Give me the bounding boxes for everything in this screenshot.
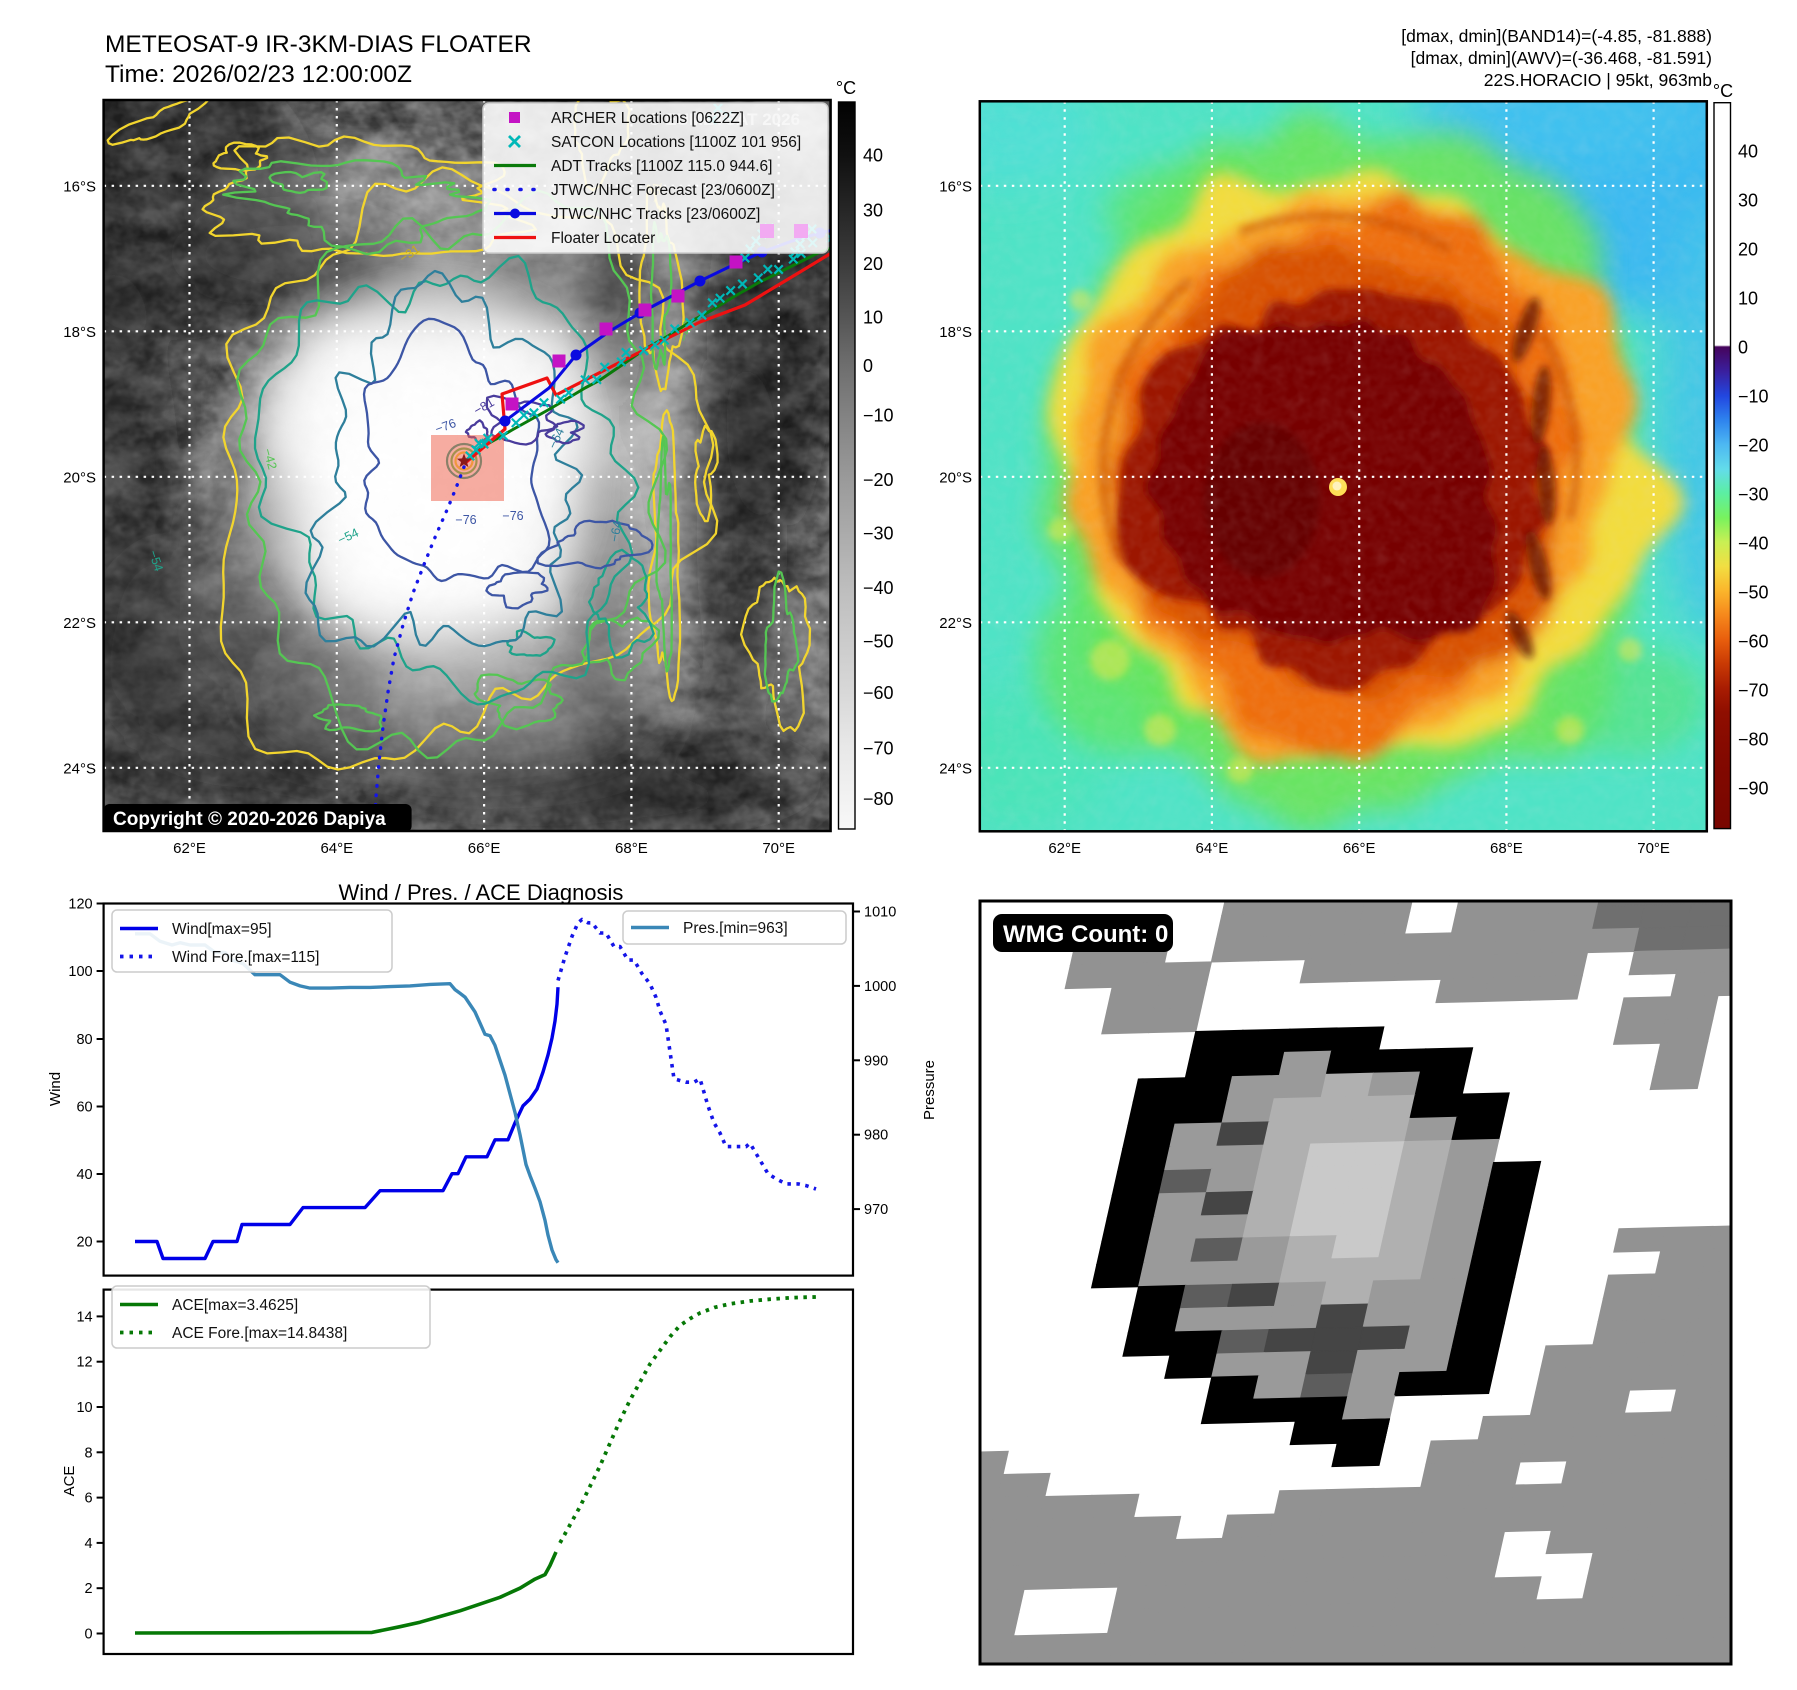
svg-text:ARCHER Locations [0622Z]: ARCHER Locations [0622Z] <box>551 110 744 127</box>
svg-text:Wind / Pres. / ACE Diagnosis: Wind / Pres. / ACE Diagnosis <box>339 880 624 905</box>
svg-text:−10: −10 <box>863 406 894 426</box>
svg-text:1010: 1010 <box>864 905 896 921</box>
svg-text:100: 100 <box>68 964 92 980</box>
svg-text:20: 20 <box>863 254 883 274</box>
svg-text:980: 980 <box>864 1128 888 1144</box>
svg-text:−50: −50 <box>1738 582 1769 602</box>
svg-text:64°E: 64°E <box>1196 840 1229 857</box>
svg-text:−80: −80 <box>1738 729 1769 749</box>
svg-text:66°E: 66°E <box>1343 840 1376 857</box>
svg-text:68°E: 68°E <box>615 840 648 857</box>
svg-text:970: 970 <box>864 1202 888 1218</box>
svg-text:JTWC/NHC Forecast [23/0600Z]: JTWC/NHC Forecast [23/0600Z] <box>551 182 775 199</box>
svg-text:24°S: 24°S <box>939 760 972 777</box>
svg-text:14: 14 <box>76 1309 92 1325</box>
svg-text:10: 10 <box>1738 288 1758 308</box>
svg-text:Pressure: Pressure <box>921 1060 938 1120</box>
svg-text:70°E: 70°E <box>762 840 795 857</box>
svg-text:24°S: 24°S <box>63 760 96 777</box>
svg-text:−30: −30 <box>863 524 894 544</box>
svg-text:−54: −54 <box>146 549 166 574</box>
svg-text:−80: −80 <box>863 789 894 809</box>
svg-text:−20: −20 <box>1738 435 1769 455</box>
svg-text:40: 40 <box>1738 141 1758 161</box>
svg-text:°C: °C <box>836 78 856 98</box>
svg-text:−40: −40 <box>863 578 894 598</box>
svg-text:−70: −70 <box>1738 680 1769 700</box>
svg-text:20: 20 <box>76 1235 92 1251</box>
svg-text:18°S: 18°S <box>939 324 972 341</box>
svg-text:120: 120 <box>68 897 92 913</box>
svg-text:−60: −60 <box>1738 631 1769 651</box>
svg-text:12: 12 <box>76 1355 92 1371</box>
svg-text:22°S: 22°S <box>63 615 96 632</box>
svg-text:WMG Count: 0: WMG Count: 0 <box>1003 921 1168 948</box>
svg-text:20: 20 <box>1738 239 1758 259</box>
svg-text:10: 10 <box>863 308 883 328</box>
svg-text:−50: −50 <box>863 632 894 652</box>
svg-text:ACE[max=3.4625]: ACE[max=3.4625] <box>172 1297 298 1314</box>
svg-text:990: 990 <box>864 1053 888 1069</box>
svg-text:ACE Fore.[max=14.8438]: ACE Fore.[max=14.8438] <box>172 1325 347 1342</box>
svg-text:8: 8 <box>85 1445 93 1461</box>
svg-text:0: 0 <box>85 1627 93 1643</box>
svg-text:−20: −20 <box>863 470 894 490</box>
svg-text:40: 40 <box>76 1167 92 1183</box>
svg-text:0: 0 <box>1738 337 1748 357</box>
svg-text:SATCON Locations [1100Z 101 95: SATCON Locations [1100Z 101 956] <box>551 134 801 151</box>
svg-text:70°E: 70°E <box>1637 840 1670 857</box>
svg-text:22S.HORACIO | 95kt, 963mb: 22S.HORACIO | 95kt, 963mb <box>1484 70 1712 90</box>
svg-text:ACE: ACE <box>61 1466 78 1497</box>
svg-text:−64: −64 <box>607 520 624 543</box>
svg-text:62°E: 62°E <box>1048 840 1081 857</box>
svg-text:−76: −76 <box>433 416 458 436</box>
svg-text:ADT Tracks [1100Z 115.0 944.6]: ADT Tracks [1100Z 115.0 944.6] <box>551 158 772 175</box>
svg-text:−42: −42 <box>260 447 279 471</box>
svg-text:0: 0 <box>863 356 873 376</box>
svg-text:20°S: 20°S <box>63 469 96 486</box>
svg-text:80: 80 <box>76 1032 92 1048</box>
svg-text:4: 4 <box>85 1536 93 1552</box>
svg-text:−76: −76 <box>502 509 523 523</box>
svg-text:68°E: 68°E <box>1490 840 1523 857</box>
svg-text:64°E: 64°E <box>320 840 353 857</box>
svg-text:Copyright © 2020-2026 Dapiya: Copyright © 2020-2026 Dapiya <box>113 809 386 830</box>
svg-text:16°S: 16°S <box>939 178 972 195</box>
svg-text:−76: −76 <box>455 513 476 527</box>
svg-text:Time: 2026/02/23 12:00:00Z: Time: 2026/02/23 12:00:00Z <box>105 61 412 88</box>
svg-text:16°S: 16°S <box>63 178 96 195</box>
svg-text:30: 30 <box>1738 190 1758 210</box>
svg-text:60: 60 <box>76 1100 92 1116</box>
svg-text:−40: −40 <box>1738 533 1769 553</box>
svg-text:METEOSAT-9 IR-3KM-DIAS FLOATER: METEOSAT-9 IR-3KM-DIAS FLOATER <box>105 31 532 58</box>
svg-text:Pres.[min=963]: Pres.[min=963] <box>683 920 788 937</box>
svg-text:6: 6 <box>85 1491 93 1507</box>
svg-text:[dmax, dmin](BAND14)=(-4.85, -: [dmax, dmin](BAND14)=(-4.85, -81.888) <box>1401 26 1712 46</box>
svg-text:40: 40 <box>863 146 883 166</box>
svg-text:Wind Fore.[max=115]: Wind Fore.[max=115] <box>172 949 319 966</box>
svg-text:−70: −70 <box>863 739 894 759</box>
svg-text:°C: °C <box>1713 81 1733 101</box>
svg-text:10: 10 <box>76 1400 92 1416</box>
svg-text:30: 30 <box>863 201 883 221</box>
svg-text:18°S: 18°S <box>63 324 96 341</box>
svg-text:−10: −10 <box>1738 386 1769 406</box>
svg-text:62°E: 62°E <box>173 840 206 857</box>
svg-text:22°S: 22°S <box>939 615 972 632</box>
svg-text:[dmax, dmin](AWV)=(-36.468, -8: [dmax, dmin](AWV)=(-36.468, -81.591) <box>1411 48 1712 68</box>
svg-text:Floater Locater: Floater Locater <box>551 230 655 247</box>
svg-text:−30: −30 <box>1738 484 1769 504</box>
svg-text:Wind[max=95]: Wind[max=95] <box>172 921 272 938</box>
svg-text:1000: 1000 <box>864 979 896 995</box>
svg-text:JTWC/NHC Tracks [23/0600Z]: JTWC/NHC Tracks [23/0600Z] <box>551 206 760 223</box>
svg-text:−60: −60 <box>863 683 894 703</box>
svg-text:66°E: 66°E <box>468 840 501 857</box>
svg-text:20°S: 20°S <box>939 469 972 486</box>
svg-text:−90: −90 <box>1738 778 1769 798</box>
svg-text:Wind: Wind <box>47 1072 64 1106</box>
svg-text:2: 2 <box>85 1581 93 1597</box>
